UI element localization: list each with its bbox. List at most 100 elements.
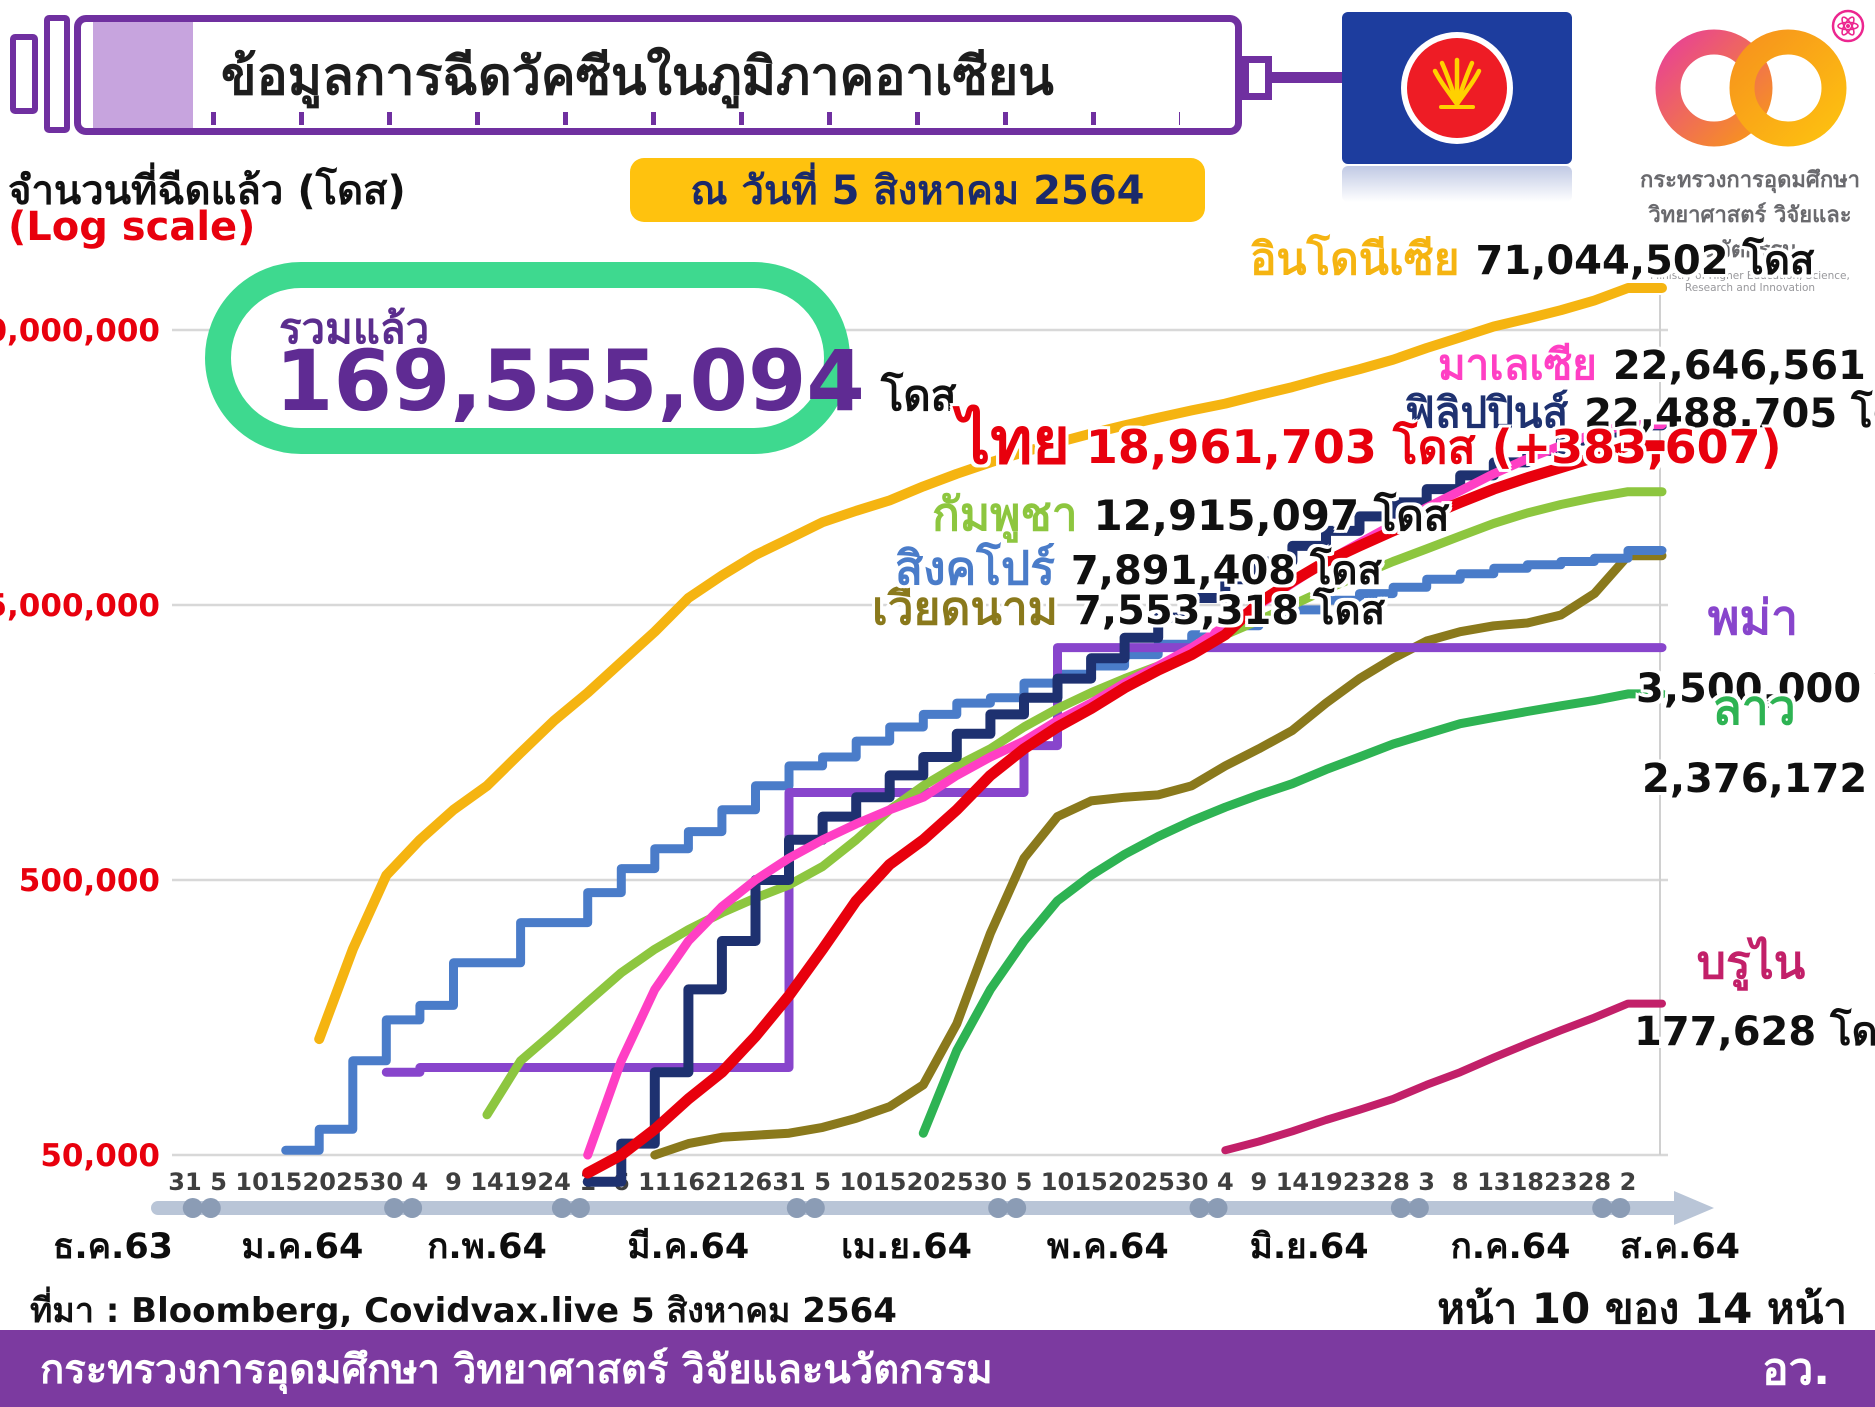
- footer-bar: กระทรวงการอุดมศึกษา วิทยาศาสตร์ วิจัยและ…: [0, 1330, 1875, 1407]
- asean-paddy-sheaf-icon: [1432, 57, 1482, 109]
- mhesi-line2: วิทยาศาสตร์ วิจัยและนวัตกรรม: [1648, 203, 1852, 263]
- source-credit: ที่มา : Bloomberg, Covidvax.live 5 สิงหา…: [30, 1291, 897, 1331]
- x-tick-label: 30: [1175, 1168, 1208, 1196]
- series-line-philippines: [582, 420, 1667, 1187]
- month-label: พ.ค.64: [1047, 1227, 1169, 1267]
- x-tick-label: 19: [504, 1168, 537, 1196]
- x-tick-label: 10: [1041, 1168, 1074, 1196]
- x-axis-arrow: [1674, 1191, 1714, 1225]
- month-divider-dot: [1610, 1198, 1631, 1218]
- month-label: ธ.ค.63: [53, 1227, 173, 1267]
- total-value: 169,555,094: [275, 332, 865, 430]
- series-line-laos: [918, 689, 1667, 1138]
- x-tick-label: 28: [1578, 1168, 1611, 1196]
- month-label: ก.พ.64: [427, 1227, 547, 1267]
- month-divider-dot: [1189, 1198, 1210, 1218]
- atom-icon: [1831, 9, 1865, 43]
- x-tick-label: 10: [839, 1168, 872, 1196]
- y-tick-label: 500,000: [19, 863, 160, 899]
- series-line-thailand: [582, 440, 1668, 1179]
- month-label: ม.ค.64: [242, 1227, 364, 1267]
- mhesi-line3: Ministry of Higher Education, Science, R…: [1650, 270, 1850, 294]
- page-title: ข้อมูลการฉีดวัคซีนในภูมิภาคอาเซียน: [221, 46, 1054, 107]
- footer-ministry-text: กระทรวงการอุดมศึกษา วิทยาศาสตร์ วิจัยและ…: [40, 1346, 993, 1393]
- syringe-liquid: [93, 22, 193, 128]
- page-indicator: หน้า 10 ของ 14 หน้า: [1437, 1284, 1847, 1333]
- x-tick-label: 23: [1544, 1168, 1577, 1196]
- total-doses-badge: รวมแล้ว 169,555,094 โดส: [205, 262, 956, 454]
- month-divider-dot: [200, 1198, 221, 1218]
- x-tick-label: 25: [336, 1168, 369, 1196]
- x-tick-label: 15: [873, 1168, 906, 1196]
- x-tick-label: 3: [1418, 1168, 1435, 1196]
- month-label: ก.ค.64: [1451, 1227, 1571, 1267]
- x-tick-label: 19: [1309, 1168, 1342, 1196]
- month-divider-dot: [988, 1198, 1009, 1218]
- y-tick-label: 50,000: [40, 1138, 160, 1174]
- mhesi-logo: [1655, 9, 1865, 147]
- x-tick-label: 30: [974, 1168, 1007, 1196]
- x-tick-label: 13: [1477, 1168, 1510, 1196]
- month-label: มิ.ย.64: [1250, 1227, 1369, 1267]
- month-label: มี.ค.64: [627, 1227, 749, 1267]
- x-tick-label: 14: [470, 1168, 503, 1196]
- y-tick-label: 5,000,000: [0, 588, 160, 624]
- mhesi-line1: กระทรวงการอุดมศึกษา: [1640, 168, 1860, 193]
- series-line-brunei: [1221, 999, 1666, 1155]
- month-label: เม.ย.64: [841, 1227, 972, 1267]
- asean-flag: [1342, 12, 1572, 164]
- x-tick-label: 14: [1276, 1168, 1309, 1196]
- month-divider-dot: [569, 1198, 590, 1218]
- x-tick-label: 9: [1251, 1168, 1268, 1196]
- x-tick-label: 4: [1217, 1168, 1234, 1196]
- month-divider-dot: [182, 1198, 203, 1218]
- x-tick-label: 15: [269, 1168, 302, 1196]
- syringe-plunger-flange: [44, 15, 70, 133]
- x-tick-label: 5: [1016, 1168, 1033, 1196]
- month-divider-dot: [1408, 1198, 1429, 1218]
- syringe-scale-ticks: [211, 112, 1180, 125]
- asean-emblem-ring: [1401, 32, 1513, 144]
- syringe-needle: [1272, 72, 1350, 83]
- total-value-row: 169,555,094 โดส: [275, 332, 956, 430]
- x-tick-label: 26: [739, 1168, 772, 1196]
- log-scale-note: (Log scale): [8, 204, 256, 250]
- x-tick-label: 5: [814, 1168, 831, 1196]
- x-tick-label: 11: [638, 1168, 671, 1196]
- month-divider-dot: [1006, 1198, 1027, 1218]
- x-tick-label: 31: [772, 1168, 805, 1196]
- month-divider-dot: [786, 1198, 807, 1218]
- x-tick-label: 23: [1343, 1168, 1376, 1196]
- syringe-plunger-handle: [10, 34, 38, 114]
- x-tick-label: 31: [168, 1168, 201, 1196]
- series-line-myanmar: [381, 643, 1667, 1077]
- y-tick-label: 50,000,000: [0, 313, 160, 349]
- asean-flag-reflection: [1342, 166, 1572, 202]
- x-tick-label: 18: [1511, 1168, 1544, 1196]
- month-divider-dot: [402, 1198, 423, 1218]
- month-divider-dot: [1207, 1198, 1228, 1218]
- y-axis-title: จำนวนที่ฉีดแล้ว (โดส): [8, 168, 406, 214]
- x-tick-label: 20: [907, 1168, 940, 1196]
- x-tick-label: 30: [370, 1168, 403, 1196]
- x-tick-label: 8: [1452, 1168, 1469, 1196]
- month-divider-dot: [384, 1198, 405, 1218]
- total-label: รวมแล้ว: [279, 304, 430, 353]
- title-banner: ข้อมูลการฉีดวัคซีนในภูมิภาคอาเซียน: [74, 15, 1242, 135]
- series-line-singapore: [281, 546, 1667, 1155]
- month-divider-dot: [1390, 1198, 1411, 1218]
- total-unit: โดส: [880, 371, 957, 420]
- x-tick-label: 4: [412, 1168, 429, 1196]
- footer-abbreviation: อว.: [1762, 1343, 1830, 1395]
- series-line-cambodia: [482, 487, 1667, 1120]
- x-tick-label: 16: [672, 1168, 705, 1196]
- month-divider-dot: [804, 1198, 825, 1218]
- syringe-nozzle: [1242, 56, 1272, 100]
- x-tick-label: 25: [1141, 1168, 1174, 1196]
- as-of-date-badge: ณ วันที่ 5 สิงหาคม 2564: [630, 158, 1205, 222]
- x-tick-label: 5: [210, 1168, 227, 1196]
- x-tick-label: 20: [1108, 1168, 1141, 1196]
- x-tick-label: 20: [303, 1168, 336, 1196]
